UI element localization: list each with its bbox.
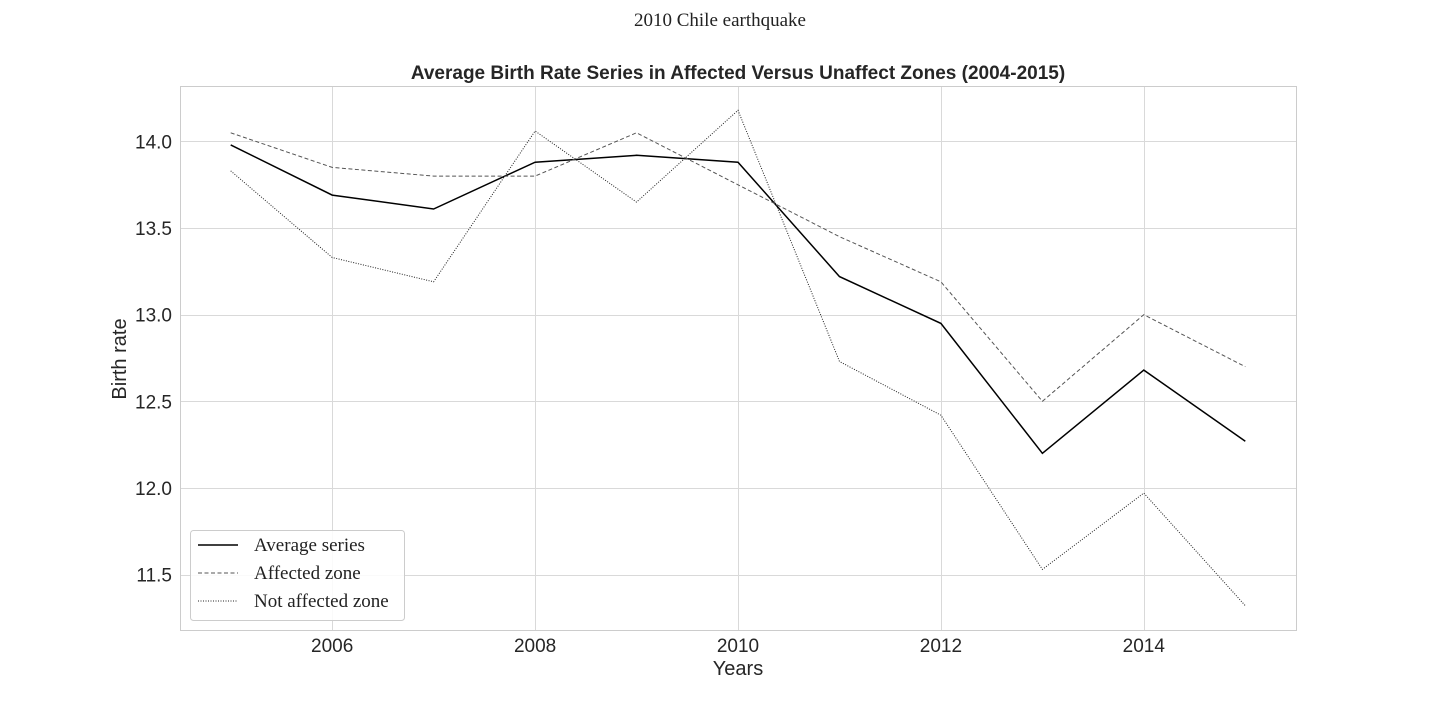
y-tick-label: 13.0 [135, 306, 172, 327]
chart-title: Average Birth Rate Series in Affected Ve… [411, 63, 1065, 84]
legend: Average series Affected zone Not affected … [190, 530, 405, 621]
y-tick-label: 12.5 [135, 392, 172, 413]
y-tick-label: 11.5 [136, 566, 172, 587]
x-tick-label: 2012 [920, 636, 962, 657]
x-tick-label: 2008 [514, 636, 556, 657]
x-tick-label: 2010 [717, 636, 759, 657]
legend-label: Affected zone [254, 563, 361, 584]
series-line-1 [230, 144, 1246, 455]
series-line-3 [230, 109, 1246, 607]
series-line-2 [230, 132, 1246, 403]
y-tick-label: 12.0 [135, 479, 172, 500]
x-tick-label: 2014 [1123, 636, 1166, 657]
grid [180, 86, 1296, 630]
series-lines [230, 109, 1246, 607]
legend-label: Average series [254, 535, 365, 556]
figure-suptitle: 2010 Chile earthquake [633, 10, 806, 31]
legend-label: Not affected zone [254, 591, 389, 612]
x-axis-label: Years [713, 658, 763, 680]
legend-box [190, 530, 405, 621]
tick-labels: 2006 2008 2010 2012 2014 11.5 12.0 12.5 13.0 13.5… [135, 132, 1165, 657]
plot-area-frame [180, 86, 1297, 631]
y-axis-label: Birth rate [109, 318, 131, 399]
y-tick-label: 14.0 [135, 132, 172, 153]
x-tick-label: 2006 [311, 636, 353, 657]
y-tick-label: 13.5 [135, 219, 172, 240]
